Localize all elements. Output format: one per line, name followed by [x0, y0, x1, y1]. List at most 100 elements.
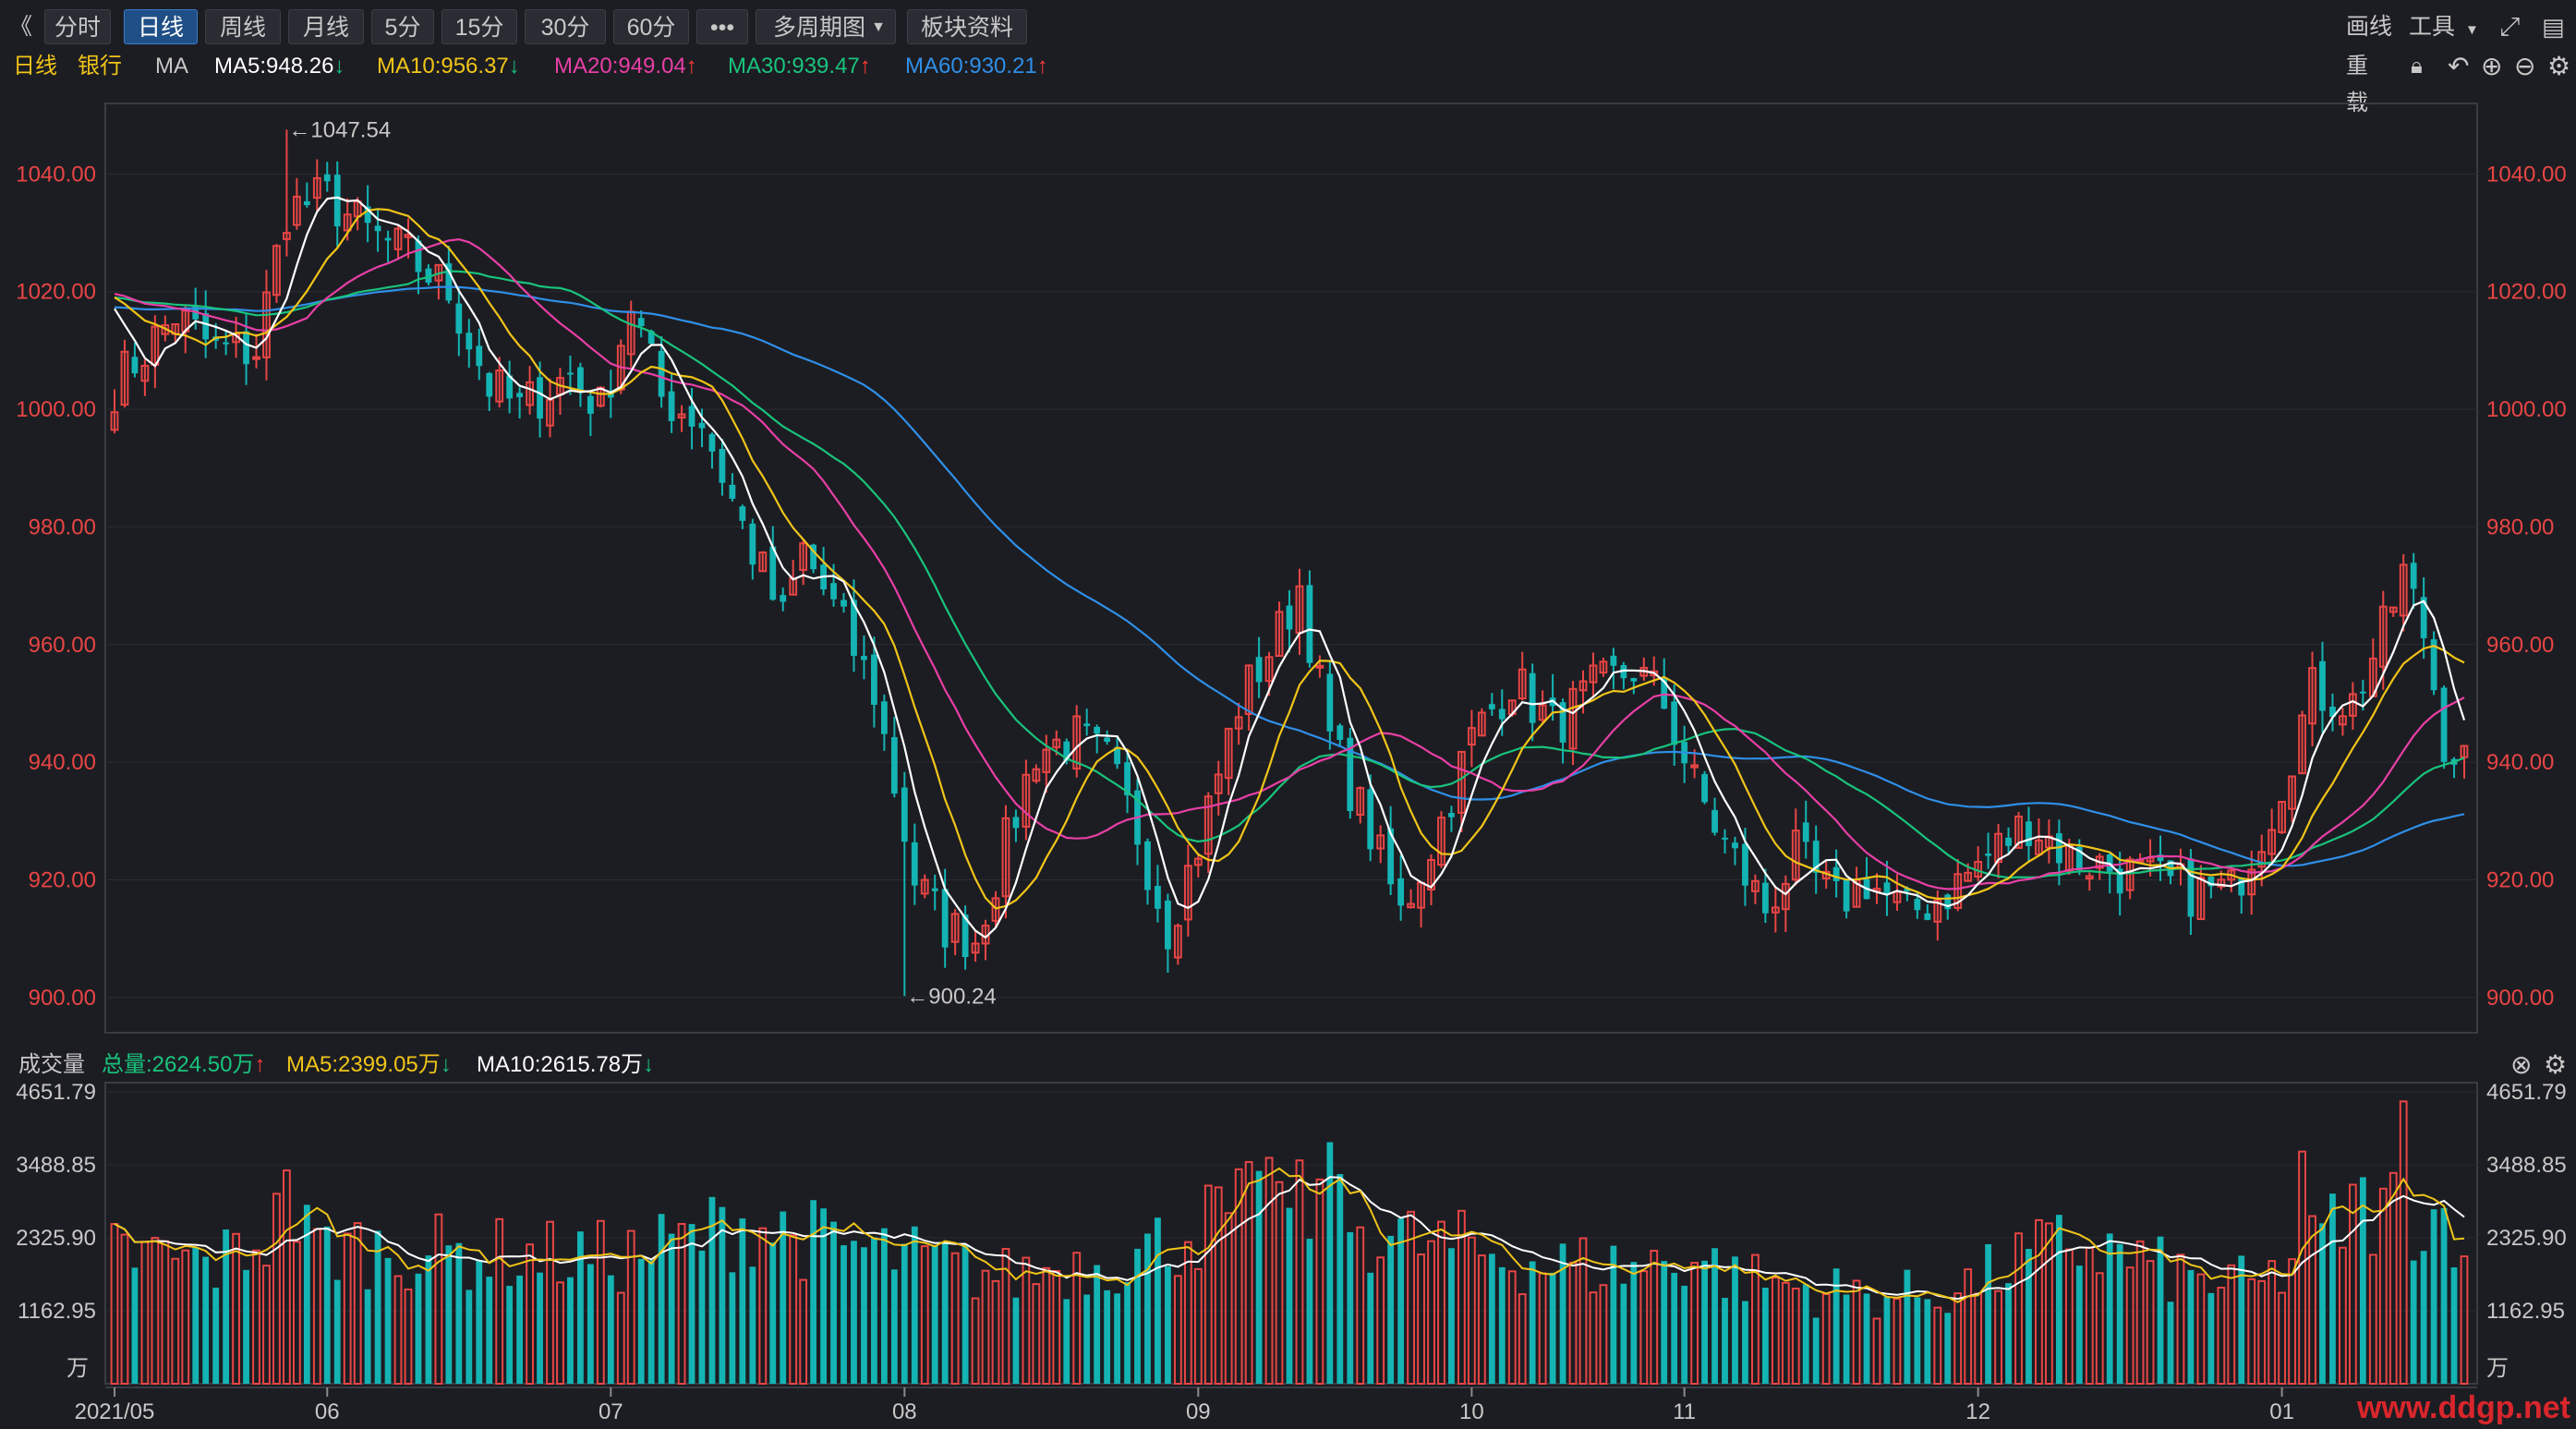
price-tick-left: 900.00: [29, 986, 96, 1011]
candle-body: [1751, 879, 1760, 892]
ma10-label: MA10:956.37↓: [377, 54, 520, 79]
volume-bar: [2308, 1215, 2316, 1385]
candle-body: [120, 350, 129, 406]
candle-body: [1032, 768, 1041, 782]
volume-bar: [2348, 1183, 2357, 1386]
volume-unit-left: 万: [67, 1356, 89, 1381]
candle-body: [1944, 894, 1952, 910]
tab-15min[interactable]: 15分: [441, 9, 517, 44]
candle-body: [1094, 726, 1101, 734]
candle-body: [252, 356, 260, 360]
volume-bar: [729, 1272, 736, 1384]
fullscreen-icon[interactable]: ⤢: [2499, 12, 2521, 41]
volume-tick-right: 3488.85: [2486, 1153, 2567, 1178]
candle-body: [871, 654, 877, 705]
date-axis: 2021/05 06 07 08 09 10 11 12 01: [75, 1387, 2477, 1424]
volume-bar: [596, 1219, 605, 1385]
chevron-down-icon: ▼: [2464, 22, 2479, 38]
tab-intraday[interactable]: 分时: [44, 9, 111, 44]
draw-line-button[interactable]: 画线: [2346, 14, 2393, 40]
candle-body: [587, 395, 594, 414]
volume-bar: [2176, 1253, 2185, 1385]
volume-settings-icon[interactable]: ⚙: [2544, 1050, 2568, 1079]
indicator-name[interactable]: MA: [155, 54, 188, 79]
tools-dropdown[interactable]: 工具 ▼: [2409, 9, 2479, 44]
volume-bar: [181, 1249, 190, 1385]
tab-daily[interactable]: 日线: [124, 9, 198, 44]
candle-body: [688, 406, 695, 427]
candle-body: [1012, 817, 1020, 829]
candle-body: [708, 433, 716, 452]
volume-tick-left: 1162.95: [18, 1299, 96, 1324]
volume-bar: [2055, 1215, 2062, 1384]
volume-bar: [2217, 1286, 2226, 1386]
candle-body: [1407, 902, 1415, 909]
volume-bar: [1072, 1252, 1082, 1385]
volume-bar: [161, 1240, 170, 1385]
candle-body: [455, 303, 463, 334]
candle-body: [374, 225, 381, 232]
tab-30min[interactable]: 30分: [525, 9, 606, 44]
volume-chart[interactable]: 4651.79 4651.79 3488.85 3488.85 2325.90 2325.…: [0, 1081, 2576, 1386]
more-button[interactable]: •••: [696, 9, 748, 44]
volume-bar: [312, 1228, 321, 1385]
candle-body: [2460, 745, 2469, 758]
back-icon[interactable]: 《: [9, 14, 33, 40]
moving-averages: [114, 196, 2466, 939]
settings-icon[interactable]: ⚙: [2547, 52, 2571, 80]
date-label: 07: [599, 1399, 623, 1424]
toolbar: 《 分时 日线 周线 月线 5分 15分 30分 60分 ••• 多周期图 ▼ …: [0, 0, 2576, 55]
date-label: 08: [892, 1399, 917, 1424]
tab-5min[interactable]: 5分: [371, 9, 434, 44]
undo-icon[interactable]: ↶: [2448, 52, 2470, 80]
layout-icon[interactable]: ▤: [2542, 13, 2565, 41]
tab-60min[interactable]: 60分: [613, 9, 689, 44]
volume-bar: [546, 1220, 554, 1385]
multi-period-dropdown[interactable]: 多周期图 ▼: [756, 9, 896, 44]
close-icon[interactable]: ⊗: [2510, 1050, 2533, 1079]
volume-bar: [1214, 1186, 1223, 1385]
candle-body: [1052, 738, 1061, 748]
volume-bar: [1001, 1248, 1010, 1385]
price-tick-left: 980.00: [29, 515, 96, 539]
candle-body: [202, 312, 210, 340]
volume-bar: [466, 1290, 473, 1384]
candle-body: [1610, 655, 1617, 666]
zoom-out-icon[interactable]: ⊖: [2514, 52, 2536, 80]
lock-icon[interactable]: 🔒︎: [2411, 54, 2423, 79]
candle-body: [1255, 657, 1263, 683]
volume-bar: [810, 1200, 817, 1384]
volume-bar: [151, 1237, 160, 1385]
volume-bar: [2389, 1171, 2398, 1385]
volume-bar: [2157, 1236, 2164, 1384]
volume-bar: [1650, 1250, 1659, 1385]
candle-body: [749, 523, 756, 565]
volume-bar: [981, 1269, 990, 1386]
candle-body: [1336, 725, 1344, 740]
volume-bar: [1437, 1220, 1445, 1385]
candle-body: [1568, 687, 1578, 750]
candle-body: [1477, 711, 1486, 737]
candle-body: [1742, 843, 1748, 886]
volume-ma10-line: [114, 1176, 2465, 1301]
candle-body: [1306, 585, 1313, 663]
ma30-line: [114, 270, 2465, 879]
price-chart[interactable]: 1040.00 1040.00 1020.00 1020.00 1000.00 1000.…: [0, 92, 2576, 1044]
volume-bar: [1944, 1313, 1952, 1384]
volume-bar: [192, 1247, 200, 1384]
volume-bar: [516, 1275, 524, 1384]
tab-weekly[interactable]: 周线: [205, 9, 281, 44]
candle-body: [1589, 664, 1598, 684]
volume-bar: [1042, 1266, 1051, 1385]
price-tick-right: 920.00: [2486, 867, 2554, 892]
candle-body: [2278, 801, 2287, 833]
volume-bar: [1315, 1178, 1324, 1385]
tab-monthly[interactable]: 月线: [288, 9, 364, 44]
zoom-in-icon[interactable]: ⊕: [2481, 52, 2503, 80]
candle-body: [2389, 606, 2398, 613]
candle-body: [1701, 773, 1708, 803]
volume-bar: [1630, 1262, 1638, 1384]
sector-info-button[interactable]: 板块资料: [907, 9, 1027, 44]
volume-bar: [1610, 1245, 1617, 1384]
candle-body: [1690, 764, 1699, 769]
